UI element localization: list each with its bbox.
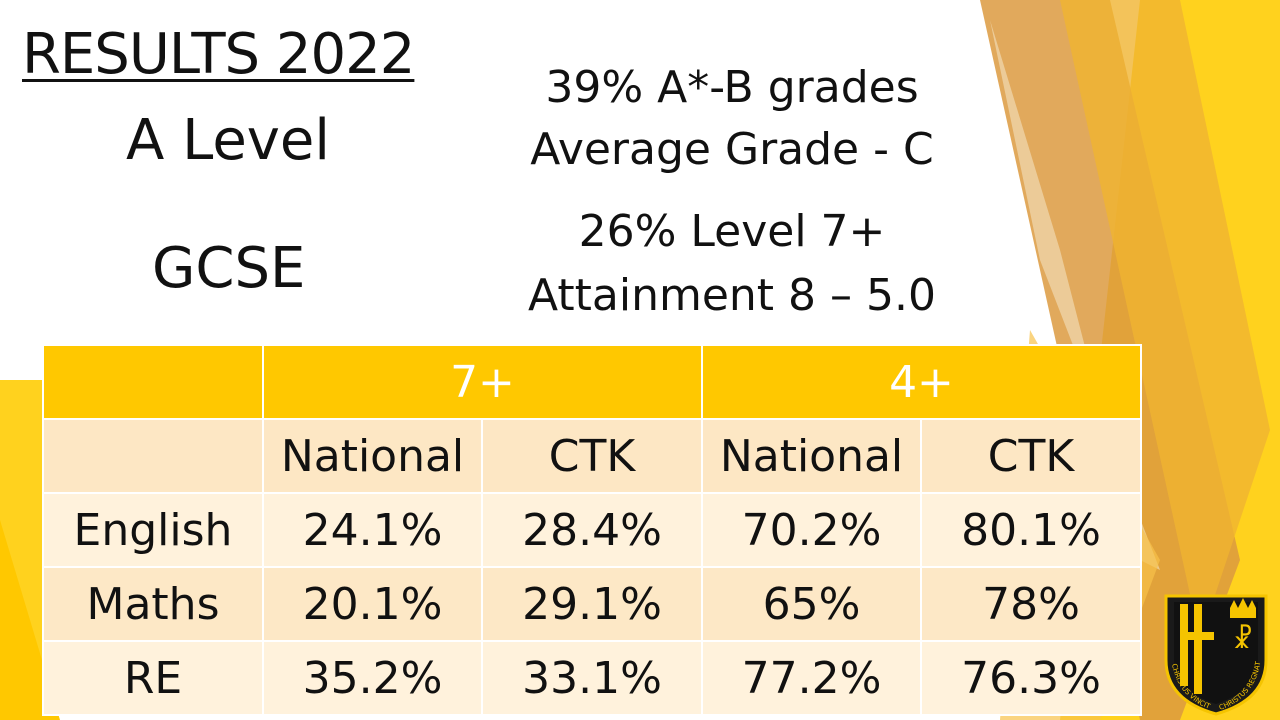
table-header-4plus: 4+	[701, 344, 1142, 420]
table-row: English 24.1% 28.4% 70.2% 80.1%	[42, 492, 1142, 568]
row-subject: Maths	[42, 566, 264, 642]
table-cell: 65%	[701, 566, 922, 642]
table-row: Maths 20.1% 29.1% 65% 78%	[42, 566, 1142, 642]
table-cell: 78%	[920, 566, 1142, 642]
table-row: RE 35.2% 33.1% 77.2% 76.3%	[42, 640, 1142, 716]
row-subject: RE	[42, 640, 264, 716]
table-cell: 70.2%	[701, 492, 922, 568]
table-cell: 80.1%	[920, 492, 1142, 568]
gcse-label: GCSE	[152, 236, 306, 301]
table-cell: 77.2%	[701, 640, 922, 716]
table-header-cell	[42, 344, 264, 420]
table-group-header-row: 7+ 4+	[42, 344, 1142, 420]
row-subject: English	[42, 492, 264, 568]
svg-text:☧: ☧	[1233, 624, 1253, 655]
table-sub-header-row: National CTK National CTK	[42, 418, 1142, 494]
table-header-ctk: CTK	[481, 418, 703, 494]
page-title: RESULTS 2022	[22, 22, 415, 87]
school-crest-logo: ☧ CHRISTUS VINCIT CHRISTUS REGNAT	[1164, 594, 1268, 716]
table-header-cell	[42, 418, 264, 494]
a-level-stat-average: Average Grade - C	[530, 124, 934, 175]
table-cell: 35.2%	[262, 640, 483, 716]
table-cell: 76.3%	[920, 640, 1142, 716]
a-level-stat-grades: 39% A*-B grades	[545, 62, 919, 113]
gcse-stat-attainment8: Attainment 8 – 5.0	[528, 270, 936, 321]
table-cell: 33.1%	[481, 640, 703, 716]
gcse-stat-level7: 26% Level 7+	[578, 206, 886, 257]
table-header-national: National	[701, 418, 922, 494]
a-level-label: A Level	[126, 108, 330, 173]
table-cell: 24.1%	[262, 492, 483, 568]
results-table: 7+ 4+ National CTK National CTK English …	[42, 344, 1142, 716]
table-header-national: National	[262, 418, 483, 494]
table-cell: 28.4%	[481, 492, 703, 568]
table-cell: 20.1%	[262, 566, 483, 642]
table-header-ctk: CTK	[920, 418, 1142, 494]
table-header-7plus: 7+	[262, 344, 703, 420]
table-cell: 29.1%	[481, 566, 703, 642]
